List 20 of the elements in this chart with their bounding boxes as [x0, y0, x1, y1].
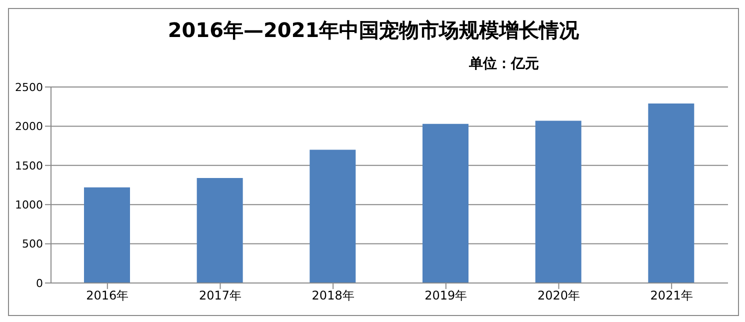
bar	[422, 124, 468, 283]
bar	[648, 103, 694, 283]
bar	[84, 187, 130, 283]
y-tick-label: 1500	[15, 159, 43, 172]
bar	[310, 150, 356, 283]
x-tick-label: 2018年	[312, 288, 354, 303]
y-tick-label: 1000	[15, 198, 43, 212]
chart-subtitle: 单位：亿元	[469, 55, 539, 73]
bar	[196, 178, 243, 283]
x-tick-label: 2016年	[86, 288, 129, 303]
chart-title: 2016年—2021年中国宠物市场规模增长情况	[166, 17, 580, 44]
y-tick-label: 2000	[15, 120, 43, 134]
x-tick-label: 2020年	[537, 288, 580, 303]
y-tick-label: 0	[36, 276, 43, 290]
x-tick-label: 2021年	[650, 288, 693, 303]
x-tick-label: 2017年	[198, 288, 242, 303]
x-tick-label: 2019年	[424, 288, 468, 303]
y-tick-label: 500	[22, 238, 43, 251]
y-tick-label: 2500	[15, 80, 43, 94]
bar	[535, 120, 582, 283]
